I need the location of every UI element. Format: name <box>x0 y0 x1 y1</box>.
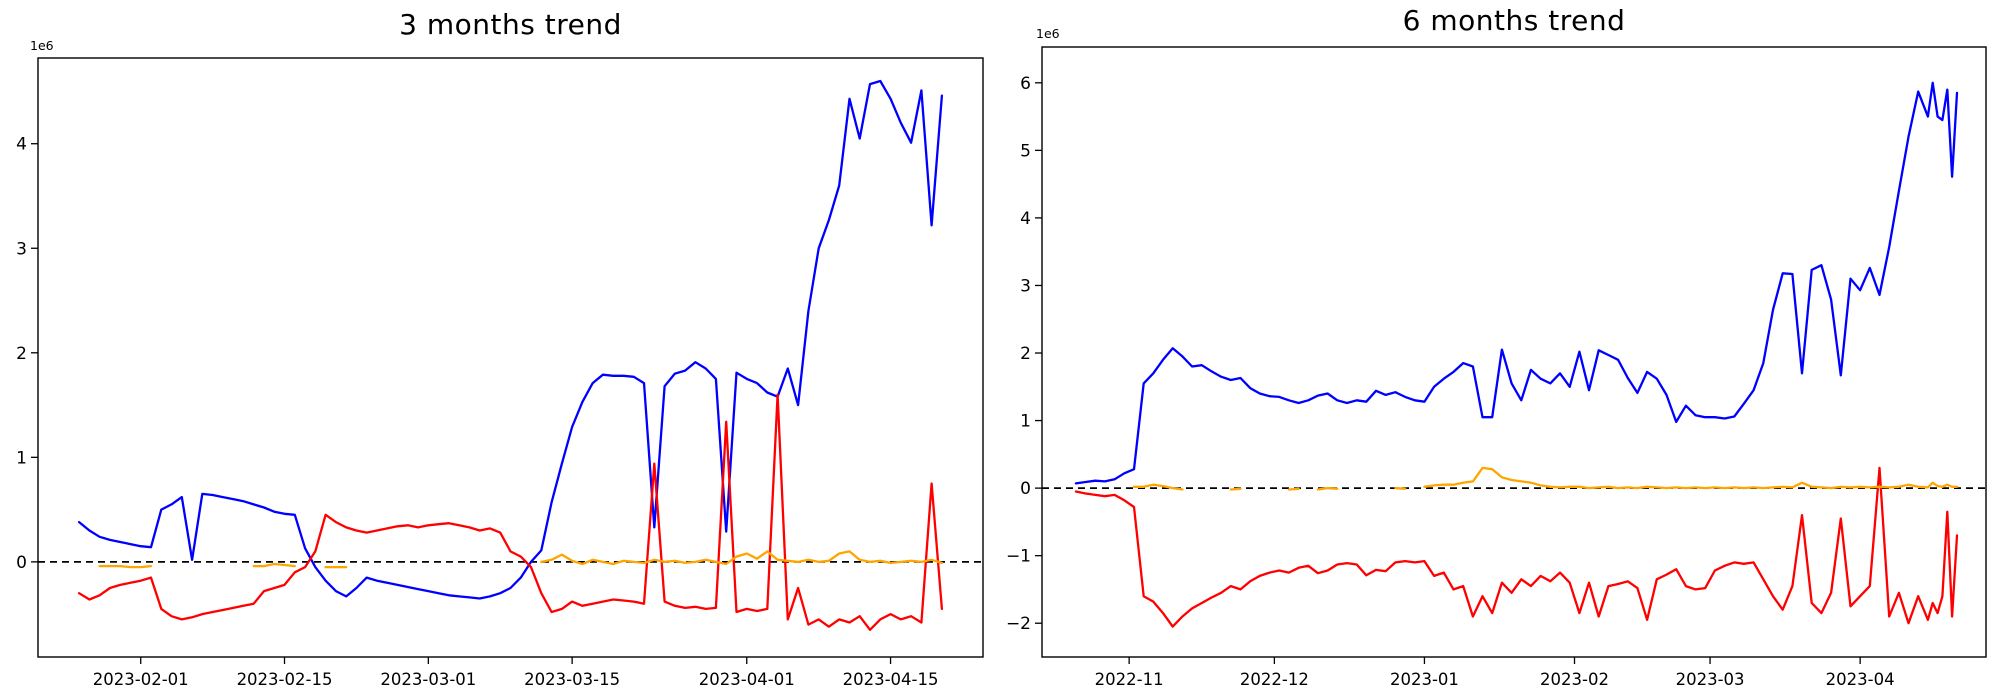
y-axis: −2 −1 0 1 2 3 4 5 6 <box>1006 74 1042 634</box>
x-tick-label: 2023-02 <box>1540 670 1609 689</box>
x-tick-label: 2023-03-01 <box>380 670 476 689</box>
series-blue-line <box>1074 81 1959 485</box>
x-tick-label: 2022-11 <box>1095 670 1164 689</box>
y-tick-label: 5 <box>1020 141 1031 161</box>
y-axis-offset-label: 1e6 <box>1036 26 1060 41</box>
chart-title: 3 months trend <box>399 8 622 41</box>
y-axis-offset-label: 1e6 <box>30 38 54 53</box>
y-tick-label: 0 <box>16 553 27 573</box>
x-axis: 2022-11 2022-12 2023-01 2023-02 2023-03 2023-… <box>1095 657 1895 689</box>
x-tick-label: 2023-03-15 <box>524 670 620 689</box>
series-red-line <box>77 393 944 631</box>
x-tick-label: 2022-12 <box>1240 670 1309 689</box>
x-tick-label: 2023-01 <box>1390 670 1459 689</box>
y-tick-label: 1 <box>16 448 27 468</box>
x-tick-label: 2023-04-01 <box>699 670 795 689</box>
y-tick-label: −2 <box>1006 614 1031 634</box>
chart-6-months-trend: 6 months trend 1e6 −2 −1 0 1 2 3 4 5 6 2022-11 202… <box>1000 0 2000 700</box>
y-tick-label: 4 <box>16 135 27 155</box>
y-tick-label: −1 <box>1006 547 1031 567</box>
x-tick-label: 2023-04-15 <box>843 670 939 689</box>
x-tick-label: 2023-02-15 <box>237 670 333 689</box>
series-red-line <box>1074 466 1959 628</box>
y-tick-label: 2 <box>16 344 27 364</box>
x-axis: 2023-02-01 2023-02-15 2023-03-01 2023-03-15… <box>93 657 939 689</box>
chart-title: 6 months trend <box>1402 4 1626 37</box>
y-tick-label: 3 <box>1020 276 1031 296</box>
series-blue-line <box>77 79 944 600</box>
x-tick-label: 2023-03 <box>1676 670 1745 689</box>
y-tick-label: 0 <box>1020 479 1031 499</box>
y-tick-label: 1 <box>1020 412 1031 432</box>
axes-frame <box>1041 46 1987 658</box>
chart-3-months-trend: 3 months trend 1e6 0 1 2 3 4 2023-02-01 2023-0… <box>16 8 984 689</box>
x-tick-label: 2023-02-01 <box>93 670 189 689</box>
y-tick-label: 2 <box>1020 344 1031 364</box>
x-tick-label: 2023-04 <box>1826 670 1895 689</box>
series-orange-line <box>1132 466 1959 491</box>
axes-frame <box>37 57 984 658</box>
y-axis: 0 1 2 3 4 <box>16 135 38 573</box>
series-orange-line <box>98 550 944 569</box>
y-tick-label: 6 <box>1020 74 1031 94</box>
y-tick-label: 4 <box>1020 209 1031 229</box>
y-tick-label: 3 <box>16 239 27 259</box>
